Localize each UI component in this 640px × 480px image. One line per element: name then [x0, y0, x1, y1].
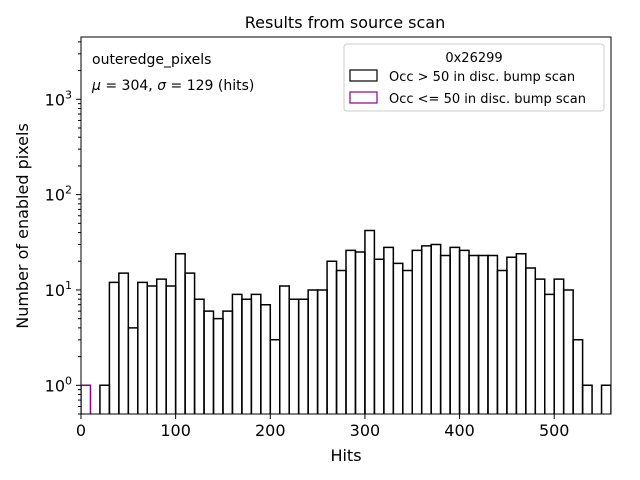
histogram-bin: [316, 289, 328, 414]
histogram-bin: [212, 317, 224, 414]
y-tick-label: 103: [45, 88, 72, 109]
y-tick-label: 102: [45, 184, 72, 205]
histogram-bin: [127, 327, 139, 414]
histogram-bin: [534, 278, 546, 414]
histogram-bin: [458, 249, 470, 414]
histogram-bin: [288, 298, 300, 414]
histogram-bin: [487, 254, 499, 414]
y-tick-label: 101: [45, 279, 72, 300]
legend: 0x26299 Occ > 50 in disc. bump scan Occ …: [343, 43, 605, 112]
x-tick-label: 0: [76, 421, 86, 440]
histogram-bin: [231, 293, 243, 414]
legend-label-occ-high: Occ > 50 in disc. bump scan: [389, 70, 575, 85]
sigma-symbol: σ: [157, 78, 167, 94]
histogram-bin: [411, 249, 423, 414]
legend-title: 0x26299: [445, 51, 502, 66]
x-tick-label: 100: [160, 421, 191, 440]
dataset-name: outeredge_pixels: [92, 52, 211, 68]
histogram-bin: [222, 310, 234, 414]
axes-frame: [80, 36, 612, 415]
histogram-bin: [392, 262, 404, 414]
chart-title: Results from source scan: [245, 13, 445, 32]
y-tick-label: 100: [45, 374, 72, 395]
histogram-bin: [279, 285, 290, 414]
x-tick-label: 300: [350, 421, 381, 440]
x-axis-label: Hits: [330, 446, 361, 465]
histogram-bin: [335, 269, 347, 414]
histogram-bin: [269, 339, 281, 414]
x-tick-label: 500: [539, 421, 570, 440]
histogram-bin: [364, 229, 376, 414]
legend-label-occ-low: Occ <= 50 in disc. bump scan: [389, 92, 586, 107]
histogram-bin: [430, 243, 442, 414]
histogram-bin: [174, 252, 186, 414]
x-tick-label: 200: [255, 421, 286, 440]
histogram-bin: [477, 254, 489, 414]
histogram-bin: [118, 272, 130, 414]
histogram-bin: [572, 339, 584, 414]
histogram-bin: [544, 293, 555, 414]
histogram-bin: [307, 289, 319, 414]
legend-swatch-occ-low: [349, 91, 378, 104]
histogram-bin: [600, 384, 611, 414]
histogram-bin: [297, 298, 309, 414]
histogram-bin: [155, 278, 167, 414]
x-axis: 0 100 200 300 400 500: [76, 414, 570, 440]
histogram-bin: [525, 267, 537, 414]
histogram-bin: [250, 293, 262, 414]
histogram-bin: [420, 245, 432, 414]
histogram-bin: [581, 384, 593, 414]
histogram-bin: [203, 310, 215, 414]
histogram-bin: [402, 269, 413, 414]
series-0: [99, 229, 611, 414]
histogram-bin: [108, 281, 120, 414]
histogram-bin: [241, 298, 253, 414]
histogram-bin: [345, 249, 357, 414]
histogram-bin: [496, 269, 508, 414]
histogram-bin: [184, 272, 196, 414]
y-axis-label: Number of enabled pixels: [13, 123, 32, 329]
histogram-bin: [193, 298, 205, 414]
histogram-bin: [146, 285, 158, 414]
histogram-bin: [165, 285, 177, 414]
histogram-bin: [373, 258, 385, 414]
sigma-value: = 129 (hits): [171, 78, 255, 94]
histogram-bin: [515, 252, 527, 414]
histogram-bin: [383, 246, 395, 414]
legend-box: [343, 43, 605, 112]
x-tick-label: 400: [444, 421, 475, 440]
histogram-bin: [81, 384, 92, 414]
legend-swatch-occ-high: [349, 69, 378, 82]
series-1: [81, 384, 92, 414]
histogram-bin: [354, 251, 366, 414]
mu-symbol: μ: [91, 78, 101, 94]
stats-line: μ = 304, σ = 129 (hits): [91, 78, 254, 94]
histogram-bin: [553, 278, 565, 414]
histogram-bin: [260, 303, 272, 414]
histogram-bin: [468, 254, 480, 414]
mu-value: = 304,: [105, 78, 152, 94]
y-axis: 100 101 102 103: [45, 41, 81, 415]
histogram-bin: [439, 254, 451, 414]
series-layer: [81, 229, 611, 414]
histogram-bin: [326, 260, 338, 414]
histogram-bin: [562, 289, 574, 414]
histogram-bin: [506, 256, 518, 414]
histogram-bin: [449, 246, 461, 414]
histogram-bin: [137, 281, 148, 414]
